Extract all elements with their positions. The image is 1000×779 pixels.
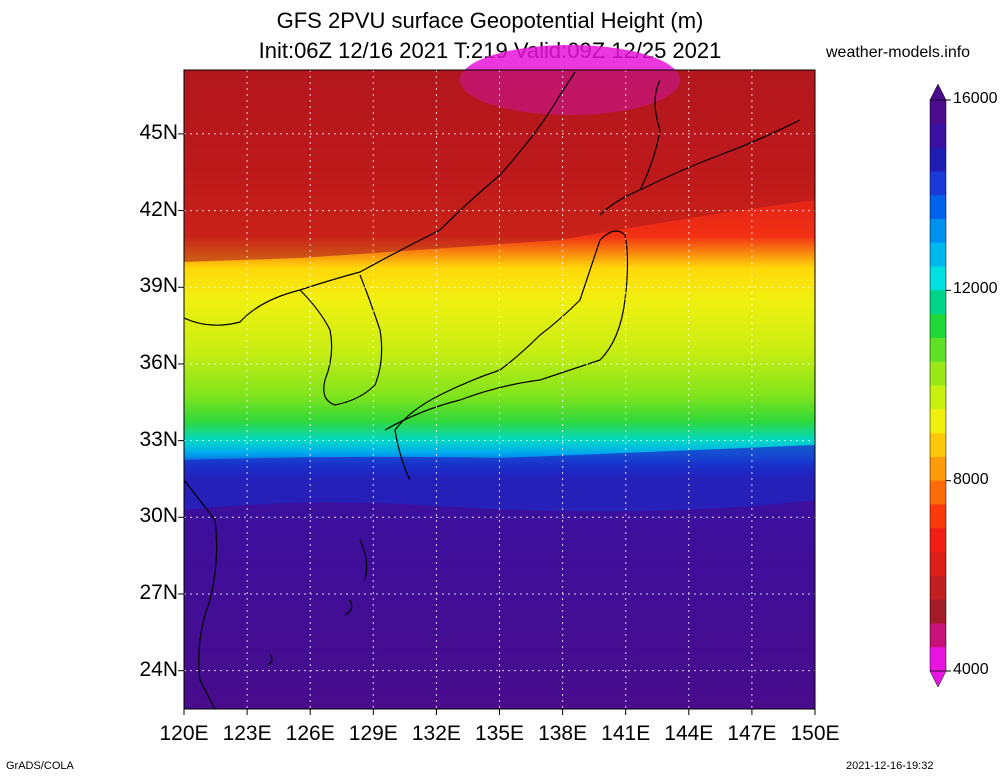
colorbar-segment	[930, 266, 946, 291]
colorbar-segment	[930, 623, 946, 648]
lon-label: 147E	[727, 722, 777, 745]
colorbar-segment	[930, 100, 946, 125]
colorbar-segment	[930, 552, 946, 577]
colorbar-bottom-arrow	[929, 670, 947, 688]
colorbar-segment	[930, 575, 946, 601]
lat-label: 45N	[139, 120, 178, 144]
colorbar-frame	[929, 99, 947, 672]
colorbar-label: 4000	[953, 661, 989, 678]
colorbar-segment	[930, 409, 946, 434]
colorbar-segment	[930, 218, 946, 244]
colorbar-segment	[930, 314, 946, 339]
colorbar-segment	[930, 480, 946, 505]
footer-timestamp: 2021-12-16-19:32	[846, 760, 934, 772]
axis-ticks	[178, 133, 816, 715]
lon-label: 135E	[474, 722, 525, 745]
lat-label: 39N	[139, 274, 178, 298]
lon-label: 132E	[411, 722, 461, 745]
colorbar-label: 12000	[953, 280, 998, 298]
colorbar-segment	[930, 361, 946, 386]
lon-label: 141E	[601, 722, 651, 745]
colorbar-segment	[930, 242, 946, 268]
colorbar-segment	[930, 171, 946, 196]
lat-label: 42N	[139, 197, 178, 221]
colorbar-segment	[930, 337, 946, 363]
colorbar-label: 16000	[953, 90, 998, 107]
lat-label: 33N	[139, 427, 178, 451]
colorbar-segment	[930, 528, 946, 553]
colorbar-segment	[930, 385, 946, 410]
chart-title: GFS 2PVU surface Geopotential Height (m)	[276, 8, 704, 33]
colorbar-segment	[930, 290, 946, 315]
colorbar-segment	[930, 456, 946, 482]
lat-label: 30N	[139, 504, 178, 528]
lat-label: 24N	[139, 657, 178, 681]
colorbar-segment	[930, 599, 946, 624]
footer-credit: GrADS/COLA	[6, 760, 74, 772]
colorbar-segment	[930, 504, 946, 529]
colorbar-segment	[930, 147, 946, 172]
colorbar-segment	[930, 123, 946, 149]
coastlines	[183, 71, 801, 710]
lon-label: 129E	[348, 722, 398, 745]
colorbar	[929, 83, 951, 688]
lat-label: 36N	[139, 350, 178, 374]
lon-label: 144E	[664, 722, 714, 745]
site-label: weather-models.info	[826, 44, 971, 61]
lon-label: 126E	[285, 722, 335, 745]
lat-label: 27N	[139, 580, 178, 604]
lon-label: 123E	[222, 722, 272, 745]
grid-lines	[184, 70, 815, 709]
colorbar-segment	[930, 433, 946, 458]
lon-label: 150E	[790, 722, 840, 745]
colorbar-label: 8000	[953, 470, 989, 488]
lon-label: 138E	[538, 722, 588, 745]
lon-label: 120E	[159, 722, 209, 745]
colorbar-top-arrow	[929, 83, 947, 101]
colorbar-segment	[930, 195, 946, 220]
colorbar-segment	[930, 647, 946, 672]
